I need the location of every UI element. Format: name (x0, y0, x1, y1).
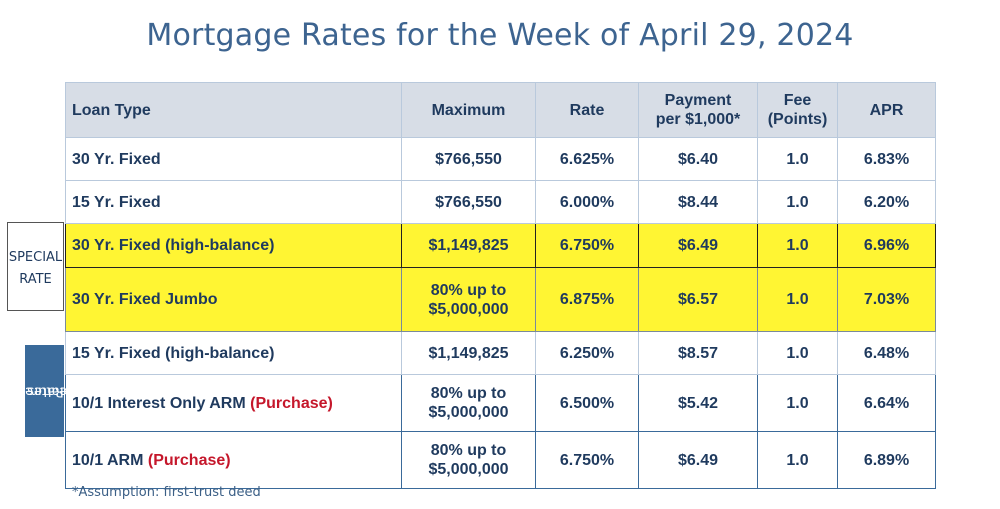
cell-maximum: $766,550 (401, 180, 536, 224)
featured-line2: Rates (26, 383, 63, 399)
cell-payment: $6.49 (638, 223, 758, 268)
cell-fee: 1.0 (757, 331, 838, 375)
special-rate-line1: SPECIAL (8, 250, 63, 265)
rates-table: Loan Type Maximum Rate Payment per $1,000… (65, 82, 936, 489)
loan-type-name: 10/1 Interest Only ARM (72, 394, 246, 412)
cell-apr: 7.03% (837, 267, 936, 332)
cell-loan-type: 30 Yr. Fixed (65, 137, 402, 181)
header-fee: Fee (Points) (757, 82, 838, 138)
cell-maximum: 80% up to $5,000,000 (401, 267, 536, 332)
cell-maximum-line1: 80% up to (430, 442, 507, 459)
cell-loan-type: 30 Yr. Fixed (high-balance) (65, 223, 402, 268)
cell-fee: 1.0 (757, 374, 838, 432)
cell-loan-type: 30 Yr. Fixed Jumbo (65, 267, 402, 332)
table-row: 30 Yr. Fixed $766,550 6.625% $6.40 1.0 6… (65, 137, 936, 181)
cell-payment: $8.57 (638, 331, 758, 375)
header-fee-line2: (Points) (767, 111, 828, 128)
cell-payment: $6.57 (638, 267, 758, 332)
cell-maximum-line2: $5,000,000 (428, 404, 509, 421)
cell-apr: 6.64% (837, 374, 936, 432)
cell-payment: $6.49 (638, 431, 758, 489)
header-payment-line1: Payment (664, 92, 732, 109)
cell-rate: 6.250% (535, 331, 639, 375)
table-row-featured: 10/1 Interest Only ARM (Purchase) 80% up… (65, 374, 936, 432)
cell-maximum: $766,550 (401, 137, 536, 181)
cell-maximum: 80% up to $5,000,000 (401, 431, 536, 489)
cell-loan-type: 10/1 ARM (Purchase) (65, 431, 402, 489)
special-rate-label: SPECIAL RATE (7, 222, 64, 311)
table-row-featured: 10/1 ARM (Purchase) 80% up to $5,000,000 … (65, 431, 936, 489)
table-row-highlighted: 30 Yr. Fixed (high-balance) $1,149,825 6… (65, 223, 936, 268)
cell-apr: 6.89% (837, 431, 936, 489)
cell-fee: 1.0 (757, 431, 838, 489)
header-rate: Rate (535, 82, 639, 138)
purchase-tag: (Purchase) (250, 394, 333, 412)
cell-loan-type: 15 Yr. Fixed (high-balance) (65, 331, 402, 375)
cell-apr: 6.83% (837, 137, 936, 181)
cell-rate: 6.875% (535, 267, 639, 332)
cell-maximum-line2: $5,000,000 (428, 300, 509, 318)
cell-rate: 6.625% (535, 137, 639, 181)
cell-rate: 6.750% (535, 431, 639, 489)
cell-apr: 6.96% (837, 223, 936, 268)
cell-maximum: $1,149,825 (401, 331, 536, 375)
table-row: 15 Yr. Fixed $766,550 6.000% $8.44 1.0 6… (65, 180, 936, 224)
featured-rates-label: Featured Rates (16, 345, 73, 437)
page-title: Mortgage Rates for the Week of April 29,… (146, 18, 854, 53)
cell-apr: 6.48% (837, 331, 936, 375)
cell-fee: 1.0 (757, 267, 838, 332)
cell-fee: 1.0 (757, 223, 838, 268)
cell-maximum: 80% up to $5,000,000 (401, 374, 536, 432)
cell-fee: 1.0 (757, 180, 838, 224)
cell-rate: 6.500% (535, 374, 639, 432)
cell-maximum-line1: 80% up to (430, 281, 507, 299)
cell-payment: $5.42 (638, 374, 758, 432)
cell-rate: 6.000% (535, 180, 639, 224)
cell-rate: 6.750% (535, 223, 639, 268)
header-payment-line2: per $1,000* (655, 111, 741, 128)
header-loan-type: Loan Type (65, 82, 402, 138)
header-fee-line1: Fee (783, 92, 812, 109)
cell-apr: 6.20% (837, 180, 936, 224)
header-row: Loan Type Maximum Rate Payment per $1,000… (65, 82, 936, 138)
loan-type-name: 10/1 ARM (72, 451, 144, 469)
cell-payment: $8.44 (638, 180, 758, 224)
header-payment: Payment per $1,000* (638, 82, 758, 138)
cell-fee: 1.0 (757, 137, 838, 181)
cell-loan-type: 15 Yr. Fixed (65, 180, 402, 224)
header-maximum: Maximum (401, 82, 536, 138)
header-apr: APR (837, 82, 936, 138)
purchase-tag: (Purchase) (147, 451, 231, 469)
cell-payment: $6.40 (638, 137, 758, 181)
table-row: 15 Yr. Fixed (high-balance) $1,149,825 6… (65, 331, 936, 375)
special-rate-line2: RATE (19, 272, 52, 287)
cell-maximum: $1,149,825 (401, 223, 536, 268)
table-row-highlighted: 30 Yr. Fixed Jumbo 80% up to $5,000,000 6… (65, 267, 936, 332)
cell-maximum-line2: $5,000,000 (428, 461, 509, 478)
footnote: *Assumption: first-trust deed (72, 485, 261, 500)
cell-maximum-line1: 80% up to (430, 385, 507, 402)
cell-loan-type: 10/1 Interest Only ARM (Purchase) (65, 374, 402, 432)
